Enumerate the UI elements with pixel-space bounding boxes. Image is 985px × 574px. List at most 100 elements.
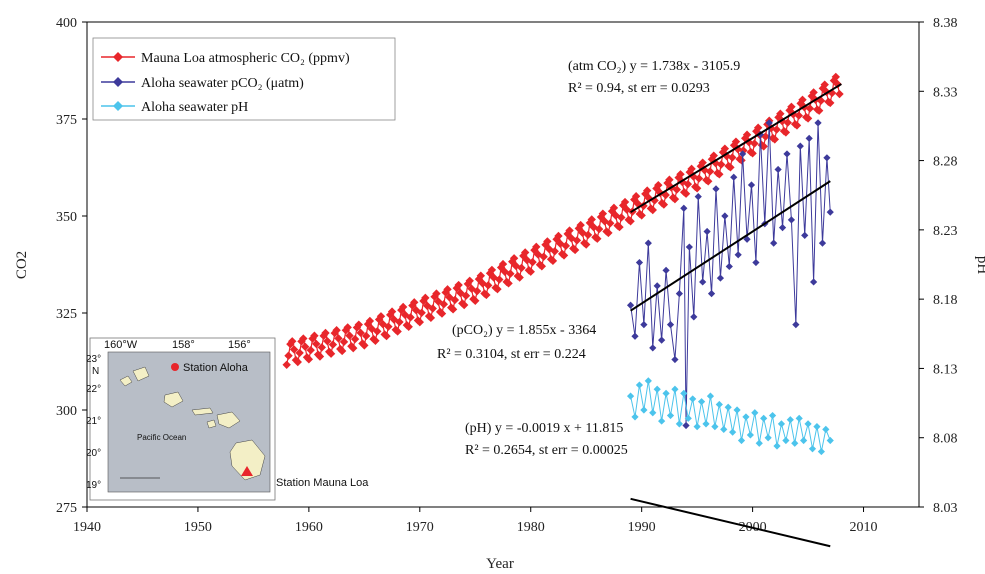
data-point-co2 xyxy=(515,273,524,282)
data-point-co2 xyxy=(541,240,550,249)
island-lanai xyxy=(206,419,217,429)
data-point-ph xyxy=(711,423,719,431)
data-point-co2 xyxy=(759,142,768,151)
annotation-pco2-r2: R² = 0.3104, st err = 0.224 xyxy=(437,347,586,362)
data-point-co2 xyxy=(742,130,752,139)
data-point-co2 xyxy=(354,320,363,329)
data-point-co2 xyxy=(282,360,291,370)
map-lat-label-19: 19° xyxy=(86,480,101,491)
data-point-co2 xyxy=(284,351,293,360)
data-point-co2 xyxy=(809,88,818,97)
data-point-pco2 xyxy=(765,119,773,127)
data-point-co2 xyxy=(393,327,402,336)
data-point-ph xyxy=(640,406,648,414)
data-point-co2 xyxy=(829,76,839,85)
data-point-co2 xyxy=(443,285,452,294)
data-point-ph xyxy=(675,420,683,428)
data-point-co2 xyxy=(559,251,569,260)
data-point-ph xyxy=(702,420,710,428)
y-left-tick-label: 325 xyxy=(56,307,77,322)
data-point-co2 xyxy=(827,88,837,98)
data-point-co2 xyxy=(428,304,437,313)
data-point-co2 xyxy=(548,256,558,266)
annotation-ph-eq: (pH) y = -0.0019 x + 11.815 xyxy=(465,421,623,436)
annotation-pco2-eq: (pCO₂) y = 1.855x - 3364 xyxy=(452,323,596,338)
data-point-co2 xyxy=(718,148,728,157)
data-point-co2 xyxy=(450,295,460,305)
data-point-co2 xyxy=(593,234,602,243)
data-point-co2 xyxy=(334,334,343,343)
data-point-ph xyxy=(755,439,763,447)
data-point-co2 xyxy=(598,209,608,218)
data-point-co2 xyxy=(543,237,552,246)
data-point-co2 xyxy=(520,248,530,257)
data-point-co2 xyxy=(376,312,386,321)
x-tick-label: 2010 xyxy=(850,520,878,535)
legend-marker-co2 xyxy=(113,52,123,62)
data-point-co2 xyxy=(587,215,596,224)
data-point-co2 xyxy=(532,242,541,252)
series-mauna-loa-co2 xyxy=(282,72,844,370)
data-point-pco2 xyxy=(770,239,778,247)
data-point-co2 xyxy=(304,355,314,364)
data-point-co2 xyxy=(585,218,595,228)
data-point-co2 xyxy=(814,106,824,115)
y-right-axis-title: pH xyxy=(974,256,985,275)
island-kauai xyxy=(132,366,150,382)
data-point-co2 xyxy=(454,280,463,290)
data-point-co2 xyxy=(426,313,436,323)
data-point-ph xyxy=(662,389,670,397)
data-point-ph xyxy=(817,447,825,456)
data-point-co2 xyxy=(596,212,606,222)
map-lat-label-20: 20° xyxy=(86,448,101,459)
data-point-pco2 xyxy=(649,344,657,352)
data-point-pco2 xyxy=(675,290,683,298)
data-point-co2 xyxy=(461,291,471,300)
data-point-co2 xyxy=(567,234,576,243)
map-lon-label-160: 160°W xyxy=(104,339,138,351)
data-point-pco2 xyxy=(703,227,711,236)
y-right-axis-ticks: 8.03 8.08 8.13 8.18 8.23 8.28 8.33 8.38 xyxy=(919,16,958,516)
data-point-co2 xyxy=(415,317,424,327)
data-point-co2 xyxy=(493,284,502,294)
data-point-ph xyxy=(737,436,746,445)
data-point-ph xyxy=(804,420,812,428)
data-point-co2 xyxy=(504,279,513,288)
data-point-co2 xyxy=(371,336,380,345)
data-point-pco2 xyxy=(682,421,690,430)
legend-label-ph: Aloha seawater pH xyxy=(141,100,248,115)
annotation-ph-r2: R² = 0.2654, st err = 0.00025 xyxy=(465,443,628,458)
data-point-co2 xyxy=(350,334,360,344)
data-point-co2 xyxy=(648,205,657,215)
data-point-co2 xyxy=(361,331,371,341)
data-point-ph xyxy=(631,413,639,421)
data-point-co2 xyxy=(517,263,526,273)
data-point-co2 xyxy=(750,139,759,148)
data-point-co2 xyxy=(774,113,783,122)
data-point-co2 xyxy=(528,257,537,267)
data-point-co2 xyxy=(709,151,718,160)
data-point-ph xyxy=(760,414,768,422)
data-point-co2 xyxy=(417,308,426,317)
plot-area-border xyxy=(86,21,920,508)
data-point-co2 xyxy=(622,205,632,214)
data-point-co2 xyxy=(661,190,670,200)
data-point-pco2 xyxy=(818,239,827,247)
data-point-co2 xyxy=(654,180,663,190)
data-point-ph xyxy=(751,409,759,417)
data-point-co2 xyxy=(554,231,563,241)
data-point-pco2 xyxy=(699,278,707,286)
data-point-co2 xyxy=(530,245,539,255)
data-point-co2 xyxy=(733,144,743,154)
data-point-co2 xyxy=(644,194,654,203)
data-point-ph xyxy=(791,439,799,447)
data-point-co2 xyxy=(796,99,805,108)
data-point-pco2 xyxy=(658,336,666,344)
data-point-co2 xyxy=(321,328,330,338)
data-point-pco2 xyxy=(778,224,787,232)
data-point-co2 xyxy=(783,118,792,127)
data-point-co2 xyxy=(315,352,325,361)
data-point-co2 xyxy=(753,123,763,132)
data-point-co2 xyxy=(826,98,835,108)
